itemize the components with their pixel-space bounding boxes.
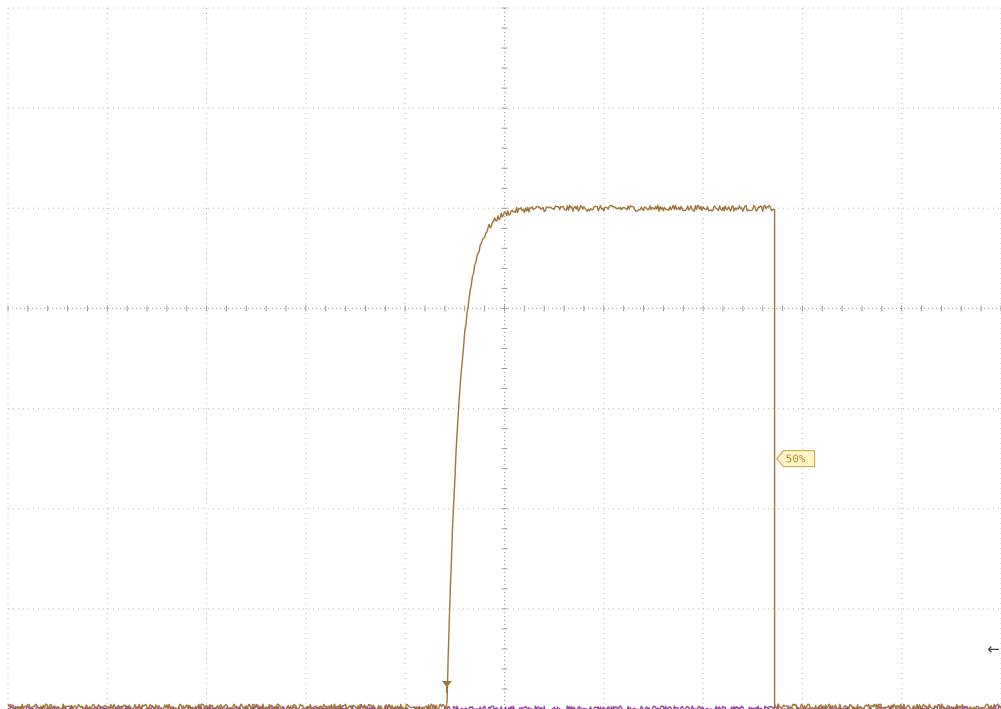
graticule	[7, 7, 1001, 709]
trigger-level-marker: 50%	[775, 450, 816, 468]
trigger-label-box	[775, 450, 816, 468]
ground-level-arrow-icon: ←	[987, 640, 1000, 658]
signal-trace	[7, 204, 1001, 709]
trigger-point-marker	[441, 680, 452, 693]
trigger-level-label: 50%	[786, 453, 806, 466]
markers: 50% ←	[441, 450, 1000, 693]
